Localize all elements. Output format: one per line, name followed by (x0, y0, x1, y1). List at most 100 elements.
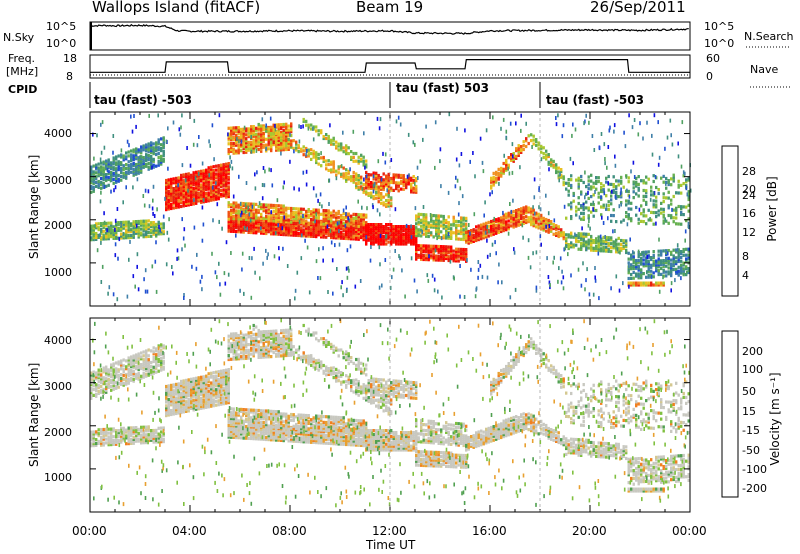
power-panel-cell (322, 155, 325, 160)
power-panel-cell (332, 213, 335, 217)
power-panel-cell (227, 221, 230, 225)
power-panel-cell (435, 256, 438, 260)
power-panel-speckle (305, 152, 307, 157)
power-panel-speckle (498, 181, 500, 186)
power-panel-cell (665, 251, 668, 255)
power-panel-cell (187, 193, 190, 197)
power-panel-cell (460, 255, 463, 259)
power-panel-cell (275, 148, 278, 152)
power-panel-cell (340, 221, 343, 225)
velocity-panel-cell (95, 443, 98, 447)
power-panel-cell (155, 164, 158, 168)
power-panel-cell (340, 215, 343, 220)
power-panel-cell (297, 211, 300, 215)
power-panel-cell (425, 244, 428, 248)
power-panel-cell (567, 235, 570, 239)
power-panel-cell (225, 164, 228, 168)
power-panel-cell (327, 217, 330, 221)
power-panel-speckle (689, 188, 692, 193)
power-panel-cell (100, 237, 103, 241)
power-panel-cell (262, 207, 265, 211)
power-panel-cell (202, 188, 205, 192)
power-panel-speckle (348, 218, 351, 223)
power-panel-cell (590, 234, 593, 239)
power-panel-cell (555, 233, 558, 237)
power-panel-cell (337, 209, 340, 214)
power-panel-speckle (315, 259, 318, 264)
power-panel-cell (257, 210, 260, 214)
power-panel-cell (642, 220, 645, 224)
power-panel-cell (552, 163, 555, 167)
power-panel-cell (622, 239, 625, 243)
power-panel-cell (422, 213, 425, 217)
power-panel-cell (150, 225, 153, 229)
power-panel-speckle (183, 293, 185, 297)
power-panel-cell (360, 187, 363, 191)
power-panel-cell (615, 246, 618, 250)
power-panel-speckle (425, 124, 427, 129)
power-panel-cell (357, 235, 360, 239)
power-panel-cell (582, 208, 585, 212)
velocity-panel-cell (127, 434, 130, 438)
power-panel-cell (470, 238, 473, 242)
power-panel-cell (410, 184, 413, 188)
power-panel-cell (180, 199, 183, 203)
power-panel-cell (412, 226, 415, 231)
power-panel-cell (210, 173, 213, 177)
power-panel-cell (445, 230, 448, 234)
power-panel-cell (115, 178, 118, 182)
power-panel-speckle (328, 202, 330, 206)
power-panel-speckle (440, 236, 443, 241)
power-panel-speckle (300, 125, 302, 129)
power-panel-cell (500, 216, 503, 220)
power-panel-cell (645, 256, 648, 260)
power-panel-cell (242, 129, 245, 133)
power-panel-cell (147, 154, 150, 158)
power-panel-cell (117, 154, 120, 158)
power-panel-cell (252, 221, 255, 225)
power-panel-cell (177, 176, 180, 180)
power-panel-cell (365, 242, 368, 246)
power-panel-cell (392, 226, 395, 231)
power-panel-cell (657, 253, 660, 257)
power-panel-cell (102, 177, 105, 182)
power-panel-cell (415, 216, 418, 220)
vel-cbar-tick-m100: -100 (742, 463, 767, 476)
power-panel-cell (680, 191, 683, 195)
power-panel-cell (177, 197, 180, 201)
power-panel-speckle (100, 240, 102, 245)
power-panel-speckle (598, 296, 600, 301)
power-panel-cell (615, 194, 618, 198)
power-panel-cell (302, 234, 305, 238)
power-panel-cell (655, 263, 658, 267)
power-panel-cell (162, 140, 165, 144)
power-panel-cell (615, 192, 618, 197)
power-panel-cell (132, 222, 135, 226)
power-panel-cell (347, 231, 350, 235)
power-panel-cell (310, 232, 313, 236)
power-panel-cell (447, 225, 450, 229)
power-panel-cell (532, 134, 535, 138)
power-panel-speckle (577, 267, 580, 272)
power-panel-cell (215, 197, 218, 201)
power-panel-cell (277, 146, 280, 150)
power-panel-cell (430, 217, 433, 221)
power-panel-cell (280, 219, 283, 224)
power-panel-cell (130, 233, 133, 238)
power-panel-cell (257, 144, 260, 148)
power-panel-cell (677, 250, 680, 254)
power-panel-speckle (413, 278, 416, 283)
power-panel-cell (660, 259, 663, 263)
power-panel-cell (630, 272, 633, 277)
power-panel-cell (577, 176, 580, 180)
power-panel-cell (165, 190, 168, 194)
power-panel-cell (172, 198, 175, 202)
power-panel-cell (475, 238, 478, 243)
power-panel-cell (132, 150, 135, 154)
power-panel-cell (285, 231, 288, 235)
power-panel-cell (187, 172, 190, 176)
power-panel-cell (202, 173, 205, 177)
power-panel-cell (107, 166, 110, 170)
power-panel-cell (667, 213, 670, 218)
power-panel-cell (397, 185, 400, 189)
